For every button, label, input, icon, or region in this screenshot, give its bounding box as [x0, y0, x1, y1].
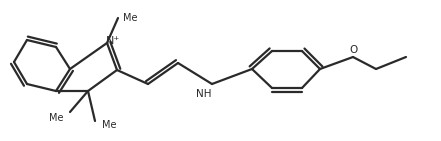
Text: N⁺: N⁺ [106, 36, 120, 46]
Text: Me: Me [102, 120, 116, 130]
Text: NH: NH [196, 89, 212, 99]
Text: O: O [349, 45, 357, 55]
Text: Me: Me [123, 13, 137, 23]
Text: Me: Me [49, 113, 63, 123]
